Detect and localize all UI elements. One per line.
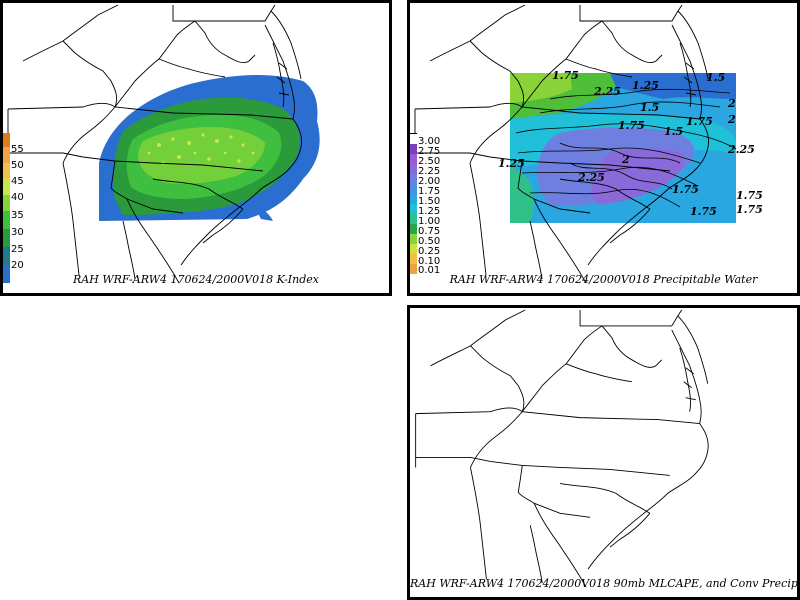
legend-label: 35 <box>11 210 24 221</box>
legend-label: 2.00 <box>418 176 441 187</box>
legend-label: 1.75 <box>418 186 441 197</box>
contour-label: 1.75 <box>736 189 763 202</box>
legend-label: 2.50 <box>418 156 441 167</box>
pw-color-bar <box>410 133 417 274</box>
k-index-caption: RAH WRF-ARW4 170624/2000V018 K-Index <box>73 273 319 286</box>
contour-label: 1.25 <box>498 157 525 170</box>
legend-label: 0.50 <box>418 236 441 247</box>
k-index-map <box>7 4 320 284</box>
contour-label: 1.5 <box>664 125 683 138</box>
mlcape-map <box>415 309 709 588</box>
contour-label: 1.75 <box>686 115 713 128</box>
precipitable-water-panel: 1.75 1.5 2 1.25 2.25 1.5 1.75 2 2.25 1.7… <box>407 0 800 296</box>
contour-label: 1.75 <box>690 205 717 218</box>
legend-label: 2.75 <box>418 146 441 157</box>
contour-label: 2.25 <box>577 171 605 184</box>
legend-label: 0.25 <box>418 246 441 257</box>
legend-label: 0.10 <box>418 256 441 267</box>
contour-label: 2 <box>727 113 736 126</box>
contour-label: 1.25 <box>632 79 659 92</box>
legend-label: 40 <box>11 192 24 203</box>
pw-contour-labels: 1.75 1.5 2 1.25 2.25 1.5 1.75 2 2.25 1.7… <box>498 69 763 218</box>
contour-label: 1.75 <box>672 183 699 196</box>
legend-label: 1.00 <box>418 216 441 227</box>
k-index-color-bar <box>3 133 10 283</box>
legend-label: 25 <box>11 244 24 255</box>
mlcape-caption: RAH WRF-ARW4 170624/2000V018 90mb MLCAPE… <box>410 577 798 590</box>
legend-label: 3.00 <box>418 136 441 147</box>
legend-label: 55 <box>11 144 24 155</box>
legend-label: 50 <box>11 160 24 171</box>
pw-contours <box>515 88 737 208</box>
k-index-legend: 55 50 45 40 35 30 25 20 <box>3 133 33 283</box>
contour-label: 1.5 <box>706 71 725 84</box>
contour-label: 2.25 <box>593 85 621 98</box>
legend-label: 0.75 <box>418 226 441 237</box>
contour-label: 2.25 <box>727 143 755 156</box>
contour-label: 2 <box>621 153 630 166</box>
legend-label: 1.25 <box>418 206 441 217</box>
k-index-field <box>99 75 320 221</box>
mlcape-panel: RAH WRF-ARW4 170624/2000V018 90mb MLCAPE… <box>407 305 800 600</box>
contour-label: 1.75 <box>618 119 645 132</box>
k-index-panel: 55 50 45 40 35 30 25 20 RAH WRF-ARW4 170… <box>0 0 392 296</box>
contour-label: 2 <box>727 97 736 110</box>
legend-label: 1.50 <box>418 196 441 207</box>
legend-label: 2.25 <box>418 166 441 177</box>
contour-label: 1.75 <box>736 203 763 216</box>
pw-legend: 3.00 2.75 2.50 2.25 2.00 1.75 1.50 1.25 … <box>410 133 441 276</box>
legend-label: 20 <box>11 260 24 271</box>
legend-label: 45 <box>11 176 24 187</box>
contour-label: 1.75 <box>552 69 579 82</box>
precipitable-water-map: 1.75 1.5 2 1.25 2.25 1.5 1.75 2 2.25 1.7… <box>414 4 763 284</box>
pw-caption: RAH WRF-ARW4 170624/2000V018 Precipitabl… <box>449 273 758 286</box>
legend-label: 30 <box>11 227 24 238</box>
contour-label: 1.5 <box>640 101 659 114</box>
legend-label: 0.01 <box>418 265 441 276</box>
